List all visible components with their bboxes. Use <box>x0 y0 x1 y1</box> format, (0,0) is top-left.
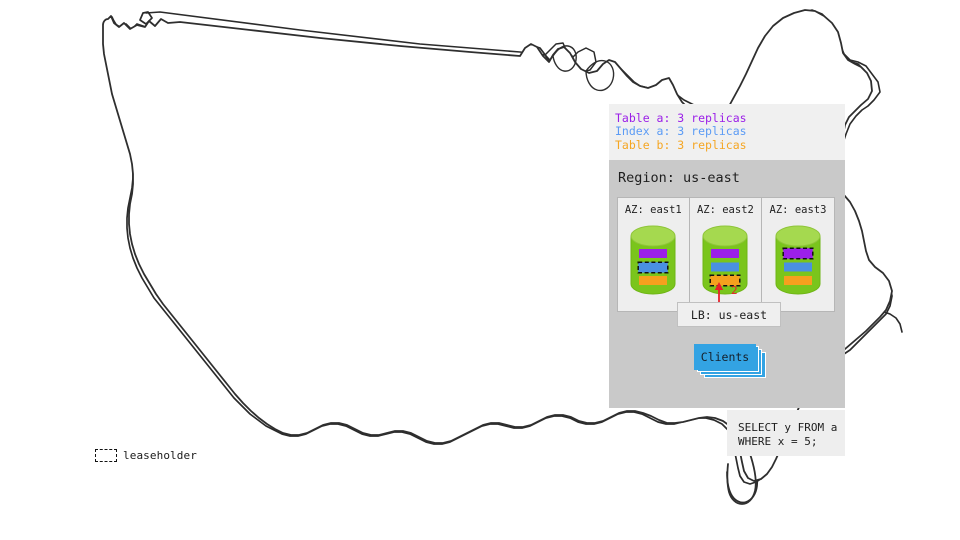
arrow-step-label: 2 <box>731 284 738 297</box>
az-box-east3[interactable]: AZ: east3 <box>762 197 835 312</box>
sql-query-box: SELECT y FROM a WHERE x = 5; <box>727 410 845 456</box>
dashed-rectangle-icon <box>95 449 117 462</box>
az-box-east1[interactable]: AZ: east1 <box>617 197 690 312</box>
sql-line-2: WHERE x = 5; <box>738 434 818 448</box>
clients-label: Clients <box>700 350 750 364</box>
availability-zone-row: AZ: east1 AZ: east2 <box>617 197 835 312</box>
clients-stack[interactable]: Clients <box>694 344 766 378</box>
legend-line-index-a: Index a: 3 replicas <box>615 124 747 139</box>
az-label-east3: AZ: east3 <box>769 204 827 216</box>
az-label-east1: AZ: east1 <box>624 204 682 216</box>
leaseholder-legend: leaseholder <box>95 449 197 462</box>
sql-line-1: SELECT y FROM a <box>738 421 838 434</box>
legend-line-table-b: Table b: 3 replicas <box>615 137 747 152</box>
az-box-east2[interactable]: AZ: east2 <box>689 197 763 312</box>
database-cylinder-east2 <box>702 225 748 295</box>
leaseholder-legend-label: leaseholder <box>123 449 197 462</box>
load-balancer-box[interactable]: LB: us-east <box>677 302 781 327</box>
az-label-east2: AZ: east2 <box>696 204 754 216</box>
database-cylinder-east1 <box>630 225 676 295</box>
legend-line-table-a: Table a: 3 replicas <box>615 111 747 125</box>
database-cylinder-east3 <box>775 225 821 295</box>
clients-card-front[interactable]: Clients <box>694 344 756 370</box>
region-title: Region: us-east <box>618 170 740 186</box>
load-balancer-label: LB: us-east <box>690 307 768 322</box>
replica-legend-panel: Table a: 3 replicas Index a: 3 replicas … <box>609 104 845 160</box>
